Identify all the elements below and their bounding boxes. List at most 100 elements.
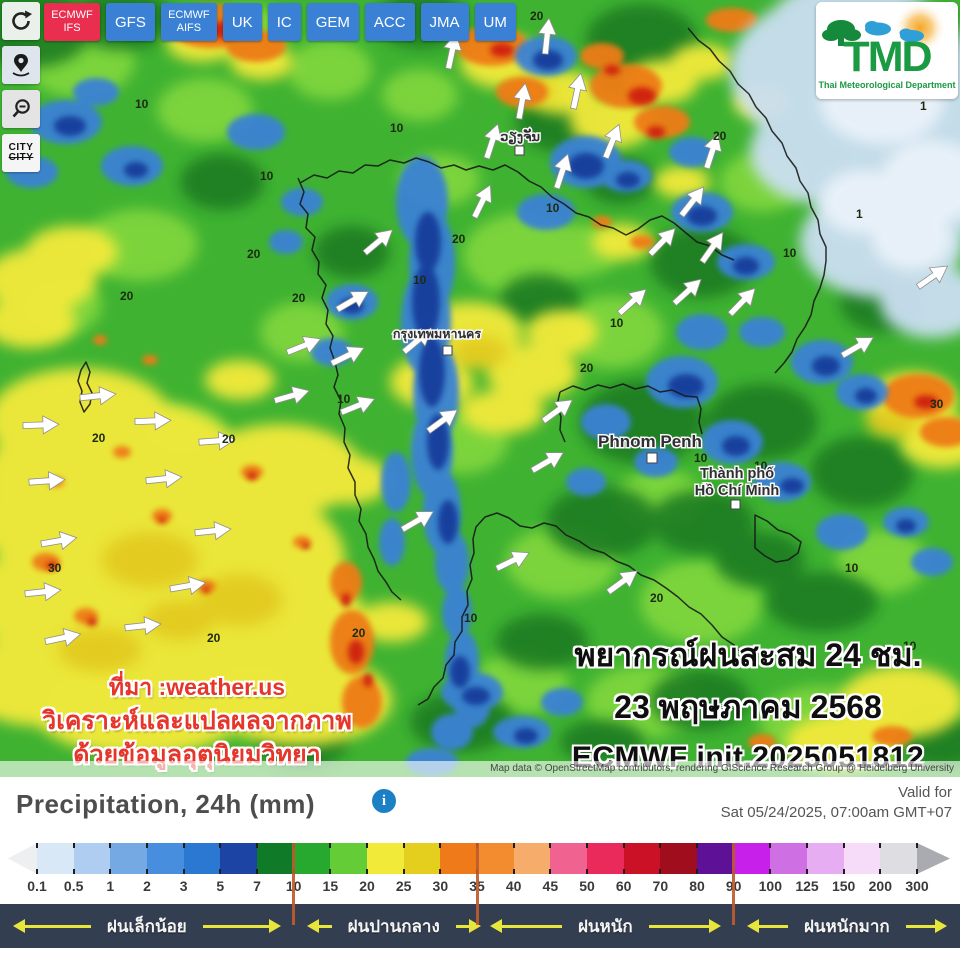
category-arrow-left-icon	[746, 918, 788, 933]
model-button-jma[interactable]: JMA	[420, 3, 469, 41]
model-button-acc[interactable]: ACC	[364, 3, 415, 41]
svg-text:20: 20	[92, 431, 106, 445]
svg-text:20: 20	[247, 247, 261, 261]
scale-tick	[256, 843, 258, 848]
legend-title: Precipitation, 24h (mm)	[16, 789, 315, 819]
scale-tick	[659, 869, 662, 874]
scale-tick	[146, 843, 148, 848]
precipitation-scale	[0, 843, 960, 874]
scale-cell-60	[623, 843, 661, 874]
svg-text:20: 20	[452, 232, 466, 246]
svg-text:10: 10	[783, 246, 797, 260]
svg-text:10: 10	[260, 169, 274, 183]
scale-tick	[219, 843, 222, 848]
scale-tick	[622, 869, 625, 874]
scale-tick	[916, 843, 918, 848]
rain-category-1: ฝนปานกลาง	[294, 904, 481, 948]
city-marker-hcmc	[730, 499, 741, 510]
scale-cell-35	[477, 843, 514, 874]
scale-tick	[586, 869, 588, 874]
city-toggle-label-struck: CITY	[8, 152, 34, 163]
scale-tick	[586, 843, 588, 848]
map-attribution: Map data © OpenStreetMap contributors, r…	[0, 761, 960, 777]
location-pin-icon	[12, 54, 30, 77]
city-marker-bangkok	[442, 345, 453, 356]
valid-for-datetime: Sat 05/24/2025, 07:00am GMT+07	[720, 804, 952, 822]
scale-cell-20	[367, 843, 404, 874]
model-button-gfs[interactable]: GFS	[106, 3, 155, 41]
model-button-ecmwf-ifs[interactable]: ECMWF IFS	[44, 3, 100, 41]
svg-text:10: 10	[845, 561, 859, 575]
legend-panel: Precipitation, 24h (mm) i Valid for Sat …	[0, 777, 960, 956]
model-button-ecmwf-aifs[interactable]: ECMWF AIFS	[160, 3, 217, 41]
svg-text:10: 10	[390, 121, 404, 135]
rain-category-2: ฝนหนัก	[477, 904, 734, 948]
scale-cell-0.1	[37, 843, 74, 874]
scale-label-200: 200	[868, 878, 893, 894]
scale-label-20: 20	[359, 878, 375, 894]
scale-tick	[659, 843, 662, 848]
rain-category-0: ฝนเล็กน้อย	[0, 904, 294, 948]
svg-text:10: 10	[546, 201, 560, 215]
scale-label-100: 100	[758, 878, 783, 894]
refresh-icon	[12, 10, 32, 30]
scale-tick	[769, 869, 772, 874]
svg-text:10: 10	[464, 611, 478, 625]
scale-label-25: 25	[395, 878, 412, 894]
scale-label-40: 40	[505, 878, 522, 894]
svg-text:30: 30	[930, 397, 944, 411]
svg-text:10: 10	[413, 273, 427, 287]
svg-text:20: 20	[352, 626, 366, 640]
model-button-ic[interactable]: IC	[267, 3, 301, 41]
tree-icon	[822, 20, 861, 46]
location-button[interactable]	[2, 46, 40, 84]
scale-cell-150	[843, 843, 881, 874]
city-marker-phnom-penh	[646, 452, 658, 464]
model-button-gem[interactable]: GEM	[306, 3, 359, 41]
scale-tick	[182, 869, 185, 874]
city-labels-toggle-button[interactable]: CITY CITY	[2, 134, 40, 172]
info-icon[interactable]: i	[372, 789, 396, 813]
scale-label-150: 150	[831, 878, 856, 894]
rain-category-bar: ฝนเล็กน้อย ฝนปานกลาง ฝนหนัก ฝนหนักมาก	[0, 904, 960, 948]
zoom-out-button[interactable]	[2, 90, 40, 128]
forecast-title-line-1: พยากรณ์ฝนสะสม 24 ชม.	[574, 637, 922, 673]
scale-tick	[512, 869, 515, 874]
scale-cell-1	[110, 843, 148, 874]
scale-tick	[329, 869, 332, 874]
scale-tick	[806, 843, 808, 848]
svg-text:30: 30	[48, 561, 62, 575]
scale-tick	[549, 843, 552, 848]
svg-text:10: 10	[754, 459, 768, 473]
svg-text:1: 1	[856, 207, 863, 221]
city-toggle-label: CITY	[8, 142, 34, 153]
scale-tick	[182, 843, 185, 848]
scale-label-60: 60	[615, 878, 632, 894]
svg-text:10: 10	[903, 639, 917, 653]
scale-cell-200	[880, 843, 918, 874]
scale-cell-45	[550, 843, 588, 874]
model-button-uk[interactable]: UK	[222, 3, 262, 41]
scale-cell-2	[147, 843, 184, 874]
scale-tick	[916, 869, 918, 874]
scale-tick	[366, 869, 368, 874]
refresh-button[interactable]	[2, 2, 40, 40]
scale-tick	[72, 869, 75, 874]
rain-category-label: ฝนปานกลาง	[347, 916, 440, 936]
scale-tick	[842, 869, 845, 874]
scale-tick	[146, 869, 148, 874]
magnifier-minus-icon	[12, 99, 30, 118]
model-button-um[interactable]: UM	[474, 3, 516, 41]
category-arrow-right-icon	[905, 918, 948, 933]
source-line-1: ที่มา :weather.us	[108, 674, 286, 700]
svg-text:20: 20	[292, 291, 306, 305]
valid-for-label: Valid for	[898, 784, 952, 801]
scale-label-45: 45	[542, 878, 559, 894]
scale-label-0.5: 0.5	[63, 878, 84, 894]
scale-tick	[256, 869, 258, 874]
scale-tick	[402, 869, 405, 874]
